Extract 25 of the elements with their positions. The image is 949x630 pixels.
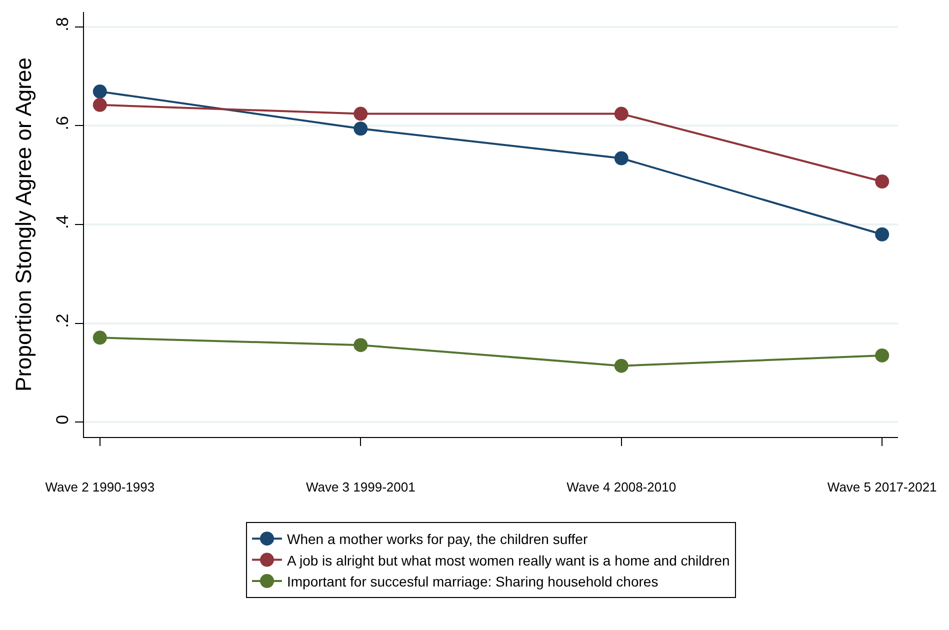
x-tick-label: Wave 2 1990-1993 [45,480,155,495]
point [92,84,107,99]
y-tick-label: .2 [53,314,72,328]
point [354,106,368,121]
y-tick-label: 0 [53,414,72,424]
point [92,98,107,112]
point [92,330,107,345]
y-tick-label: .6 [53,116,72,130]
y-axis-title: Proportion Stongly Agree or Agree [11,58,36,392]
point [875,348,890,362]
y-tick-label: .8 [53,17,72,32]
x-tick-label: Wave 4 2008-2010 [566,480,676,495]
point [354,122,368,136]
y-tick-label: .4 [53,214,72,230]
legend-label: A job is alright but what most women really want is a home and children [287,552,730,568]
legend-label: When a mother works for pay, the children suffer [287,531,588,548]
point [614,358,628,373]
point [354,338,368,352]
x-tick-label: Wave 5 2017-2021 [827,480,937,495]
point [614,106,628,121]
point [614,151,628,166]
x-tick-label: Wave 3 1999-2001 [306,480,416,495]
legend-label: Important for succesful marriage: Sharing household chores [287,573,658,590]
point [875,227,890,242]
point [875,174,890,189]
